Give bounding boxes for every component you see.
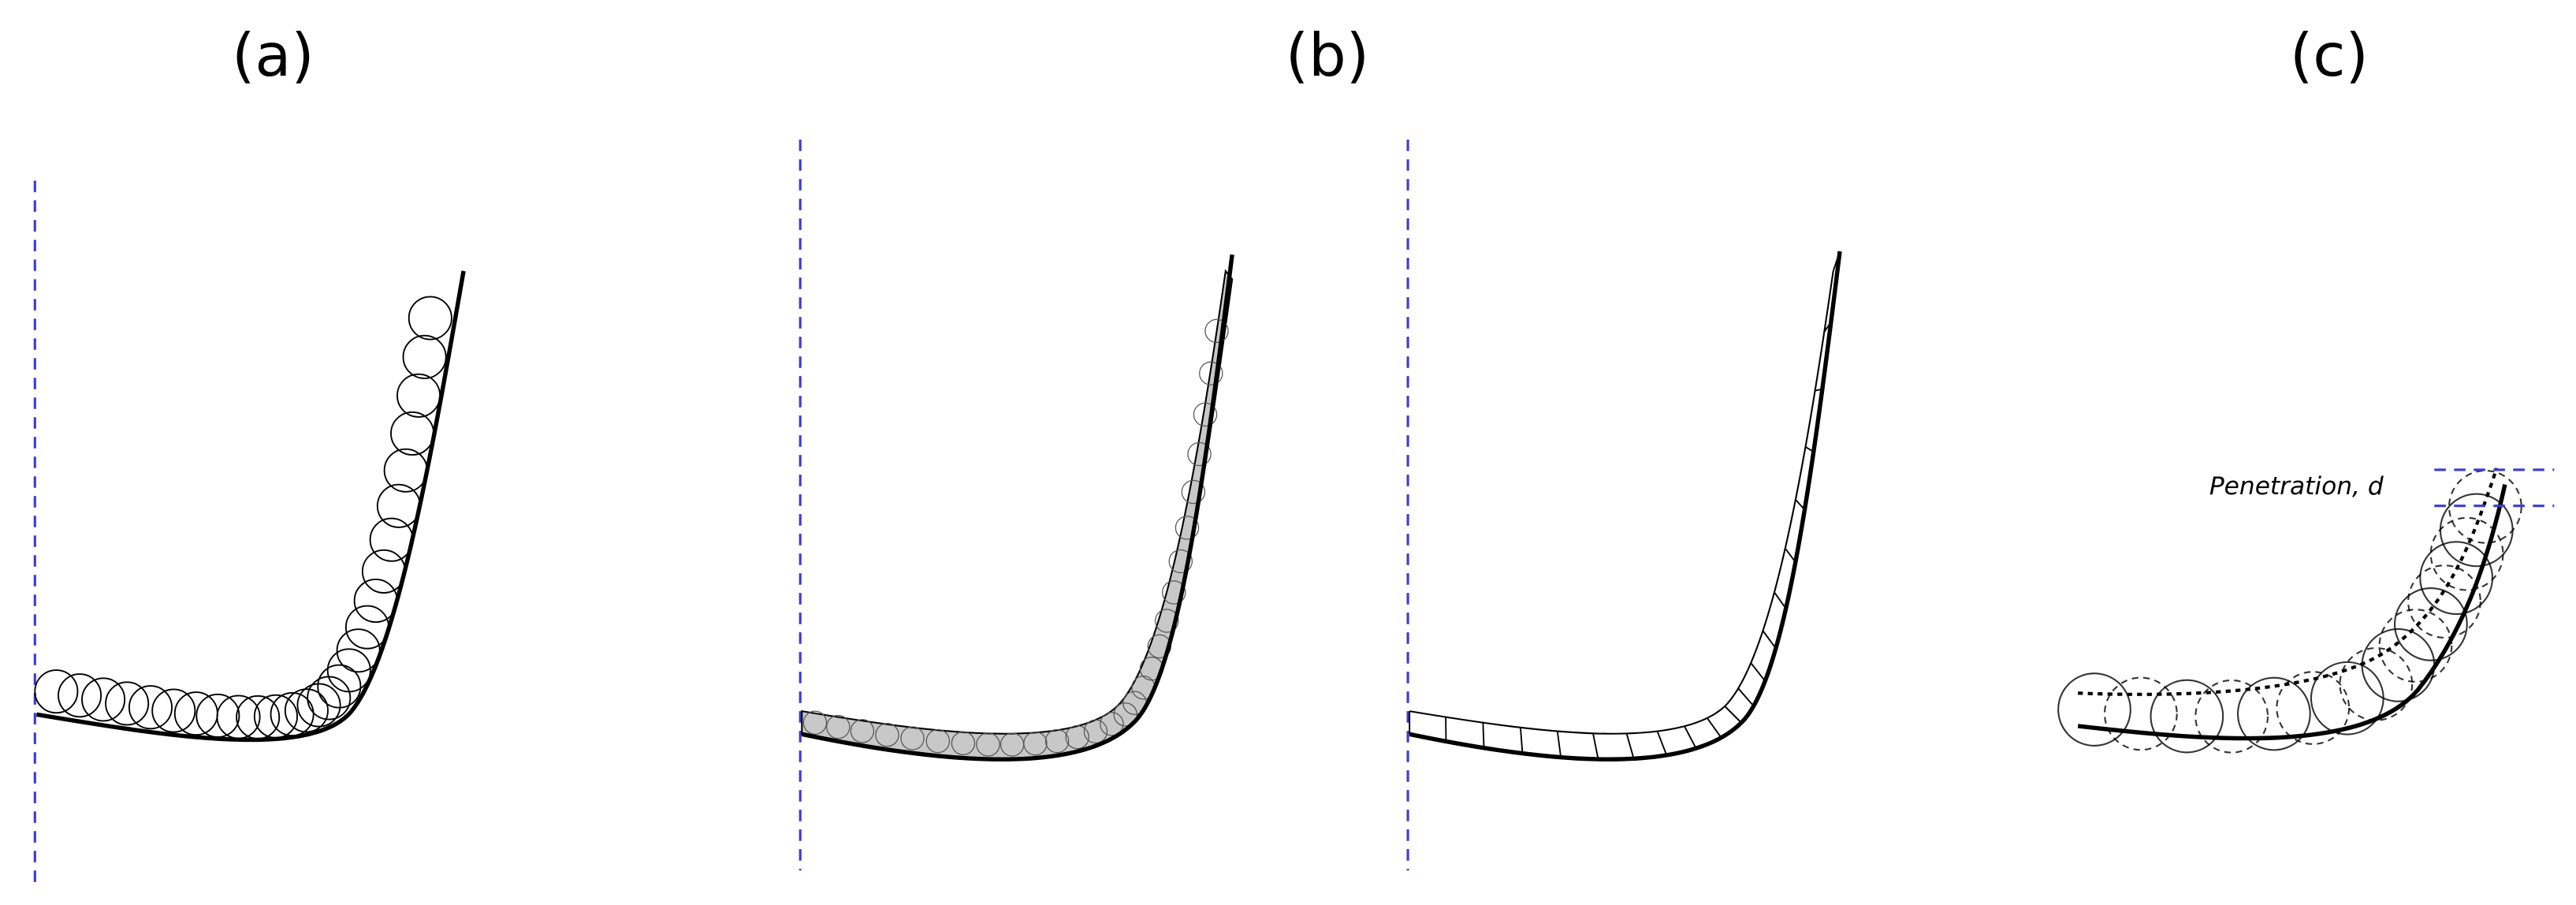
wall-curve xyxy=(35,270,466,743)
particle xyxy=(58,673,102,718)
particle xyxy=(1044,728,1070,754)
particle-arc xyxy=(2429,516,2504,591)
particle-arc xyxy=(2378,609,2453,683)
particle-arcs xyxy=(2057,469,2522,754)
particle-arc xyxy=(2310,661,2384,736)
particle xyxy=(216,695,261,739)
particle xyxy=(326,648,371,693)
particle xyxy=(1199,361,1223,385)
cell-divider xyxy=(1724,706,1742,724)
wall-curve xyxy=(1409,251,1842,762)
particle xyxy=(270,691,315,737)
particle xyxy=(151,688,196,733)
panel-label: (c) xyxy=(2290,20,2369,90)
cell-divider xyxy=(1737,687,1755,707)
particle xyxy=(1155,609,1179,633)
particle-arc xyxy=(2057,672,2131,747)
particle-arc xyxy=(2419,541,2494,616)
particle xyxy=(390,411,435,456)
particle xyxy=(951,731,976,756)
particle xyxy=(1065,724,1089,750)
cell-divider xyxy=(1656,731,1668,756)
particle xyxy=(195,693,240,738)
particle-arc xyxy=(2407,564,2481,639)
annotation: Penetration, d xyxy=(2209,472,2384,501)
particle xyxy=(976,732,1000,757)
particle-arc xyxy=(2103,676,2178,751)
particle xyxy=(1100,712,1124,736)
layer-top xyxy=(1409,270,1834,735)
particle-arc xyxy=(2150,679,2224,754)
mesh-cells xyxy=(1409,251,1841,760)
particle xyxy=(900,726,925,750)
particle-arc xyxy=(2393,587,2468,661)
particle xyxy=(105,681,150,726)
particles xyxy=(34,296,452,739)
cell-divider xyxy=(1519,727,1524,754)
particle-arc xyxy=(2194,679,2269,754)
particle xyxy=(34,669,79,714)
particle xyxy=(850,719,875,743)
particle-arc xyxy=(2339,646,2414,721)
particle xyxy=(1083,719,1108,744)
particle xyxy=(1204,318,1229,344)
cell-divider xyxy=(1684,725,1697,749)
panel-label: (a) xyxy=(232,20,314,90)
particle xyxy=(81,677,126,722)
particle xyxy=(369,517,414,562)
particle xyxy=(307,676,352,721)
cell-divider xyxy=(1592,733,1599,760)
panel-label: (b) xyxy=(1286,20,1369,90)
particle xyxy=(383,448,428,493)
particle xyxy=(1162,580,1186,605)
particle xyxy=(826,714,851,739)
particle xyxy=(875,722,899,747)
particle xyxy=(1023,731,1048,756)
particle xyxy=(1193,402,1218,427)
particle-arc xyxy=(2276,671,2351,745)
particle xyxy=(925,728,951,754)
particle xyxy=(1174,516,1200,540)
particle xyxy=(284,688,329,733)
particle xyxy=(1187,441,1212,467)
cell-divider xyxy=(1707,717,1722,739)
particle xyxy=(1168,549,1193,574)
particle-arc xyxy=(2361,628,2436,702)
particle xyxy=(376,483,421,528)
particle xyxy=(396,373,441,418)
particle xyxy=(1181,479,1206,505)
cell-divider xyxy=(1625,733,1635,759)
particle xyxy=(253,694,298,739)
particle xyxy=(802,710,828,735)
particle xyxy=(344,605,389,650)
cell-divider xyxy=(1556,731,1562,758)
particle xyxy=(317,664,362,709)
fluid-layer xyxy=(801,269,1234,761)
particle xyxy=(402,334,447,379)
particle xyxy=(128,685,173,730)
cell-divider xyxy=(1774,591,1787,609)
particle xyxy=(236,695,281,739)
particle xyxy=(336,628,381,673)
particles xyxy=(802,318,1229,757)
cell-divider xyxy=(1750,662,1766,682)
cell-divider xyxy=(1762,630,1777,650)
wall-curve xyxy=(2077,484,2507,741)
particle xyxy=(296,683,341,728)
particle xyxy=(408,296,452,341)
particle xyxy=(361,549,406,594)
wall-curve xyxy=(801,254,1234,762)
particle xyxy=(353,579,398,624)
particle-arc xyxy=(2236,676,2311,751)
